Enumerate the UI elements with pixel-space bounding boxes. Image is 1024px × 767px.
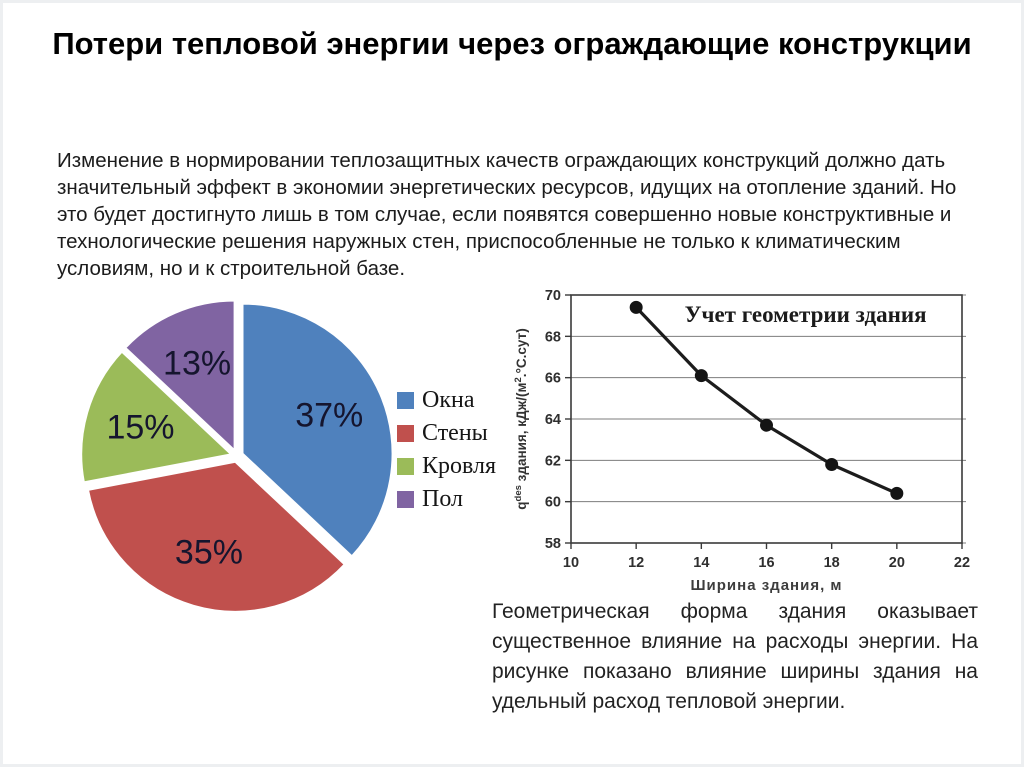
data-point-12 bbox=[629, 300, 643, 314]
data-point-14 bbox=[694, 369, 708, 383]
xtick-label-22: 22 bbox=[954, 555, 970, 571]
slide-title-text: Потери тепловой энергии через ограждающи… bbox=[52, 26, 972, 61]
legend-label: Окна bbox=[422, 387, 475, 413]
line-chart-title: Учет геометрии здания bbox=[685, 302, 927, 327]
ytick-label-66: 66 bbox=[545, 371, 561, 387]
legend-item-1: Окна bbox=[397, 388, 496, 412]
pie-label-15%: 15% bbox=[106, 408, 175, 447]
legend-item-2: Стены bbox=[397, 421, 496, 445]
legend-label: Пол bbox=[422, 486, 463, 512]
line-chart-svg: 58 60 62 64 66 68 70 10 12 14 16 18 20 22 Учет геометр… bbox=[513, 288, 970, 594]
xtick-label-12: 12 bbox=[628, 555, 644, 571]
data-point-16 bbox=[760, 418, 773, 432]
line-chart-figure: 58 60 62 64 66 68 70 10 12 14 16 18 20 22 Учет геометр… bbox=[504, 276, 1018, 598]
data-point-20 bbox=[890, 486, 904, 500]
legend-swatch-icon bbox=[397, 391, 414, 409]
legend-item-3: Кровля bbox=[397, 454, 496, 478]
pie-label-13%: 13% bbox=[163, 344, 232, 383]
ytick-label-62: 62 bbox=[545, 453, 561, 469]
ytick-label-60: 60 bbox=[545, 495, 561, 511]
y-axis-label: qdes здания, кДж/(м2.°С.сут) bbox=[513, 328, 529, 509]
xtick-label-16: 16 bbox=[758, 555, 774, 571]
legend-swatch-icon bbox=[397, 424, 414, 442]
ytick-label-68: 68 bbox=[545, 329, 561, 345]
legend-label: Стены bbox=[422, 420, 488, 446]
pie-legend: Окна Стены Кровля Пол bbox=[397, 388, 496, 520]
ytick-label-64: 64 bbox=[545, 412, 561, 428]
pie-slice-2 bbox=[86, 460, 347, 613]
xtick-label-14: 14 bbox=[693, 555, 709, 571]
ytick-label-58: 58 bbox=[545, 536, 561, 552]
data-line bbox=[634, 305, 899, 495]
x-axis-label: Ширина здания, м bbox=[690, 577, 842, 594]
xtick-label-10: 10 bbox=[563, 555, 579, 571]
pie-chart-figure: 37% 35% 15% 13% bbox=[40, 286, 500, 626]
caption-paragraph: Геометрическая форма здания оказывает су… bbox=[492, 600, 978, 714]
pie-label-35%: 35% bbox=[174, 533, 243, 571]
pie-slice-4 bbox=[123, 299, 236, 453]
legend-swatch-icon bbox=[397, 490, 414, 508]
legend-swatch-icon bbox=[397, 457, 414, 475]
slide-title: Потери тепловой энергии через ограждающи… bbox=[0, 22, 1024, 66]
xtick-label-18: 18 bbox=[824, 555, 840, 571]
legend-label: Кровля bbox=[422, 453, 497, 479]
pie-slice-1 bbox=[241, 302, 394, 558]
pie-label-37%: 37% bbox=[295, 396, 364, 435]
ytick-label-70: 70 bbox=[545, 288, 561, 304]
pie-slice-3 bbox=[80, 350, 234, 484]
legend-item-4: Пол bbox=[397, 487, 496, 511]
xtick-label-20: 20 bbox=[889, 555, 905, 571]
intro-paragraph: Изменение в нормировании теплозащитных к… bbox=[57, 149, 957, 281]
pie-chart-svg bbox=[80, 299, 394, 613]
data-point-18 bbox=[825, 457, 839, 471]
